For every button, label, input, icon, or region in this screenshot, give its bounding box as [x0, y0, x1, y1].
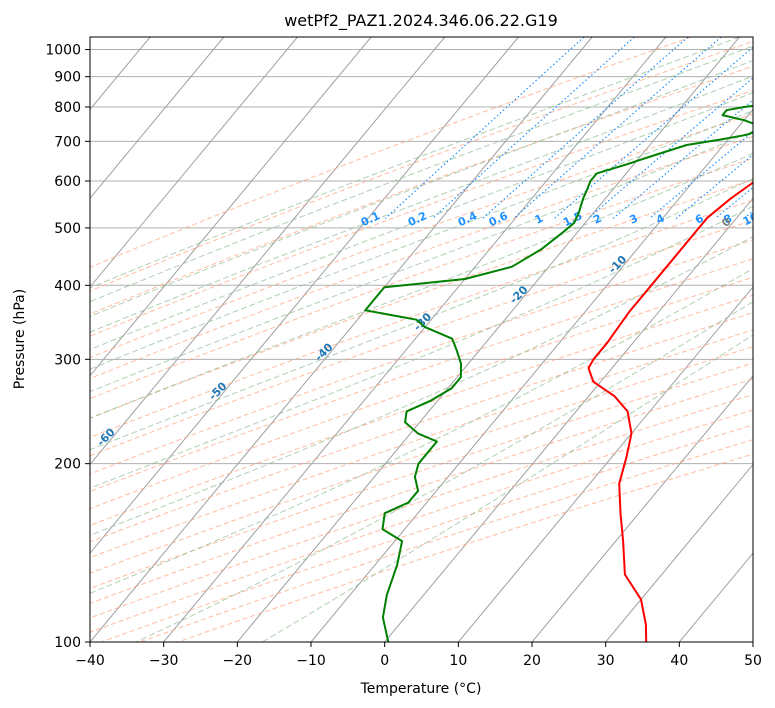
dry-adiabat-line — [101, 424, 753, 642]
mixing-ratio-line — [714, 186, 753, 219]
axes-frame — [89, 36, 754, 643]
isotherm-line — [531, 374, 753, 642]
chart-title: wetPf2_PAZ1.2024.346.06.22.G19 — [284, 11, 558, 31]
x-tick-label: 30 — [597, 653, 615, 669]
mixing-ratio-line — [587, 77, 753, 219]
dewpoint-profile — [364, 104, 753, 642]
x-tick-label: 20 — [523, 653, 541, 669]
isotherm-line — [0, 37, 3, 642]
dry-adiabat-line — [90, 329, 753, 559]
dry-adiabat-line — [90, 135, 753, 380]
moist-adiabat-line — [90, 152, 753, 419]
dry-adiabat-line — [139, 439, 753, 642]
moist-adiabat-line — [90, 130, 753, 393]
x-tick-label: −10 — [296, 653, 326, 669]
isotherm-line — [90, 37, 519, 555]
mixing-ratio-line — [431, 37, 635, 219]
isotherm-line — [90, 37, 372, 377]
x-axis-label: Temperature (°C) — [360, 681, 482, 697]
x-tick-label: 50 — [744, 653, 762, 669]
y-tick-label: 700 — [54, 134, 81, 150]
isotherm-line — [457, 286, 753, 642]
isotherm-line — [90, 37, 225, 200]
moist-adiabat-line — [90, 37, 740, 289]
dry-adiabat-line — [90, 394, 753, 619]
isotherm-line — [384, 197, 753, 642]
moist-adiabat-line — [90, 177, 753, 451]
moist-adiabat-line — [90, 59, 753, 317]
mixing-ratio-label: 10 — [741, 210, 761, 228]
plot-background — [90, 37, 753, 642]
mixing-ratio-line — [482, 37, 689, 219]
dry-adiabat-line — [90, 294, 753, 526]
y-axis-label: Pressure (hPa) — [12, 289, 28, 389]
dry-adiabat-line — [90, 312, 753, 543]
temperature-profile — [587, 181, 753, 642]
y-tick-label: 900 — [54, 70, 81, 86]
moist-adiabat-line — [90, 205, 753, 489]
isotherm-line — [752, 641, 753, 642]
grid — [0, 37, 775, 642]
isotherm-line — [90, 37, 593, 642]
isotherm-line — [605, 463, 753, 642]
isotherm-line — [90, 37, 298, 288]
mixing-ratio-label: 13 — [768, 210, 775, 228]
dry-adiabat-line — [90, 378, 753, 604]
x-tick-label: −40 — [75, 653, 105, 669]
mixing-ratio-line — [612, 99, 753, 219]
x-tick-label: 0 — [380, 653, 389, 669]
plot-fill — [90, 37, 753, 642]
moist-adiabat-line — [90, 110, 753, 370]
dry-adiabat-line — [90, 89, 753, 337]
dry-adiabat-line — [90, 409, 753, 633]
isotherm-line — [163, 37, 667, 642]
plot-frame — [89, 36, 754, 643]
y-tick-label: 200 — [54, 457, 81, 473]
y-tick-label: 400 — [54, 278, 81, 294]
x-tick-label: −30 — [149, 653, 179, 669]
moist-adiabat-line — [90, 75, 753, 333]
x-tick-label: −20 — [223, 653, 253, 669]
moist-adiabat-line — [90, 45, 753, 303]
y-tick-label: 1000 — [45, 43, 81, 59]
moist-adiabat-line — [262, 334, 753, 642]
y-tick-label: 100 — [54, 635, 81, 651]
y-axis: 100 200 300 400 500 600 700 800 900 1000 — [45, 43, 90, 651]
dry-adiabat-line — [90, 199, 753, 438]
x-axis: −40 −30 −20 −10 0 10 20 30 40 50 — [75, 642, 762, 669]
dry-adiabat-line — [90, 258, 753, 493]
y-tick-label: 500 — [54, 221, 81, 237]
dry-adiabat-line — [90, 239, 753, 475]
mixing-ratio-line — [767, 37, 775, 219]
isotherm-line — [90, 37, 446, 466]
y-tick-label: 800 — [54, 100, 81, 116]
y-tick-label: 600 — [54, 174, 81, 190]
y-tick-label: 300 — [54, 352, 81, 368]
moist-adiabat-line — [90, 268, 753, 594]
dry-adiabat-line — [90, 157, 753, 400]
mixing-ratio-line — [649, 130, 753, 219]
isotherm-line — [236, 37, 740, 642]
x-tick-label: 40 — [670, 653, 688, 669]
x-tick-label: 10 — [449, 653, 467, 669]
mixing-ratio-line — [384, 37, 585, 219]
